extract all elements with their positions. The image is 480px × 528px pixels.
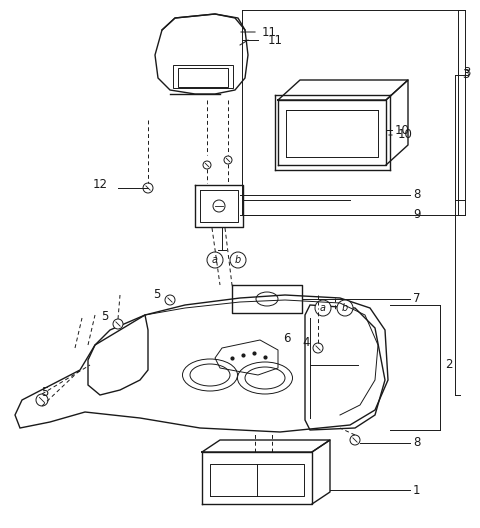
Circle shape xyxy=(337,300,353,316)
Text: 5: 5 xyxy=(153,288,160,300)
Text: 6: 6 xyxy=(283,332,290,344)
Circle shape xyxy=(224,156,232,164)
Circle shape xyxy=(207,252,223,268)
Text: 3: 3 xyxy=(462,69,469,81)
Circle shape xyxy=(313,343,323,353)
Text: 4: 4 xyxy=(302,335,310,348)
Text: 11: 11 xyxy=(262,25,277,39)
Text: a: a xyxy=(212,255,218,265)
Circle shape xyxy=(113,319,123,329)
Circle shape xyxy=(350,435,360,445)
Text: 12: 12 xyxy=(93,178,108,192)
Ellipse shape xyxy=(256,292,278,306)
Text: 5: 5 xyxy=(101,309,108,323)
Ellipse shape xyxy=(245,367,285,389)
Text: 2: 2 xyxy=(445,359,453,372)
Text: b: b xyxy=(235,255,241,265)
Ellipse shape xyxy=(190,364,230,386)
Text: 5: 5 xyxy=(41,385,48,399)
Text: 9: 9 xyxy=(413,209,420,222)
Circle shape xyxy=(36,394,48,406)
Circle shape xyxy=(315,300,331,316)
Text: 8: 8 xyxy=(413,437,420,449)
Circle shape xyxy=(230,252,246,268)
Circle shape xyxy=(165,295,175,305)
Text: 10: 10 xyxy=(395,124,410,137)
Text: 3: 3 xyxy=(463,65,470,79)
Text: 7: 7 xyxy=(413,293,420,306)
Text: 1: 1 xyxy=(413,484,420,496)
Text: 11: 11 xyxy=(268,33,283,46)
Text: a: a xyxy=(320,303,326,313)
Text: b: b xyxy=(342,303,348,313)
Circle shape xyxy=(203,161,211,169)
Circle shape xyxy=(143,183,153,193)
Text: 10: 10 xyxy=(398,128,413,142)
Ellipse shape xyxy=(238,362,292,394)
Text: 8: 8 xyxy=(413,188,420,202)
Ellipse shape xyxy=(182,359,238,391)
Circle shape xyxy=(213,200,225,212)
